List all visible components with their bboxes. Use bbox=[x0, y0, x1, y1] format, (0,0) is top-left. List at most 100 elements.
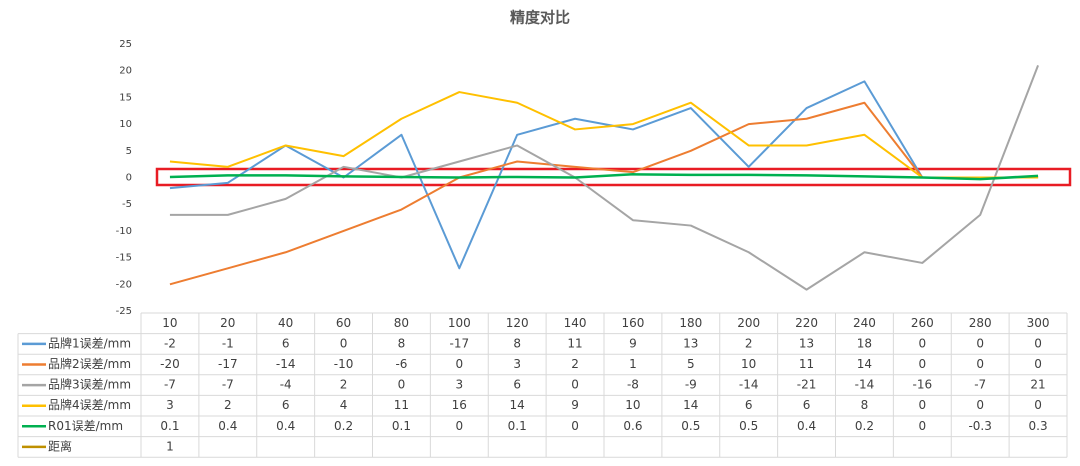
table-cell: -17 bbox=[218, 357, 238, 371]
table-cell: -7 bbox=[974, 378, 986, 392]
table-cell: 3 bbox=[513, 357, 521, 371]
table-cell: 8 bbox=[398, 336, 406, 350]
x-tick-label: 300 bbox=[1027, 316, 1050, 330]
x-tick-label: 200 bbox=[737, 316, 760, 330]
highlight-box bbox=[155, 167, 1072, 187]
table-cell: -14 bbox=[855, 378, 875, 392]
table-cell: 0.1 bbox=[392, 419, 411, 433]
table-cell: 0.5 bbox=[739, 419, 758, 433]
y-tick-label: -20 bbox=[116, 279, 132, 290]
table-cell: 0.2 bbox=[855, 419, 874, 433]
table-cell: -17 bbox=[450, 336, 470, 350]
table-cell: -7 bbox=[222, 378, 234, 392]
y-tick-label: -10 bbox=[116, 226, 132, 237]
table-cell: -0.3 bbox=[968, 419, 991, 433]
table-cell: 0.1 bbox=[508, 419, 527, 433]
table-cell: 10 bbox=[741, 357, 756, 371]
table-cell: 2 bbox=[571, 357, 579, 371]
table-cell: 0 bbox=[398, 378, 406, 392]
table-cell: 14 bbox=[510, 398, 525, 412]
legend-label: 品牌3误差/mm bbox=[48, 378, 131, 392]
table-cell: 6 bbox=[282, 336, 290, 350]
table-cell: 2 bbox=[745, 336, 753, 350]
y-tick-label: -25 bbox=[116, 306, 132, 317]
legend-label: 品牌2误差/mm bbox=[48, 357, 131, 371]
series-line bbox=[169, 101, 1039, 286]
y-tick-label: 5 bbox=[126, 146, 132, 157]
table-cell: 6 bbox=[803, 398, 811, 412]
x-tick-label: 260 bbox=[911, 316, 934, 330]
series-line bbox=[169, 91, 1039, 179]
table-cell: 13 bbox=[799, 336, 814, 350]
table-cell: 0 bbox=[976, 357, 984, 371]
table-cell: 11 bbox=[394, 398, 409, 412]
table-cell: 0 bbox=[918, 398, 926, 412]
x-tick-label: 100 bbox=[448, 316, 471, 330]
table-cell: -8 bbox=[627, 378, 639, 392]
table-cell: 6 bbox=[745, 398, 753, 412]
table-cell: 10 bbox=[625, 398, 640, 412]
table-cell: -6 bbox=[395, 357, 407, 371]
x-tick-label: 280 bbox=[969, 316, 992, 330]
table-cell: 0 bbox=[976, 398, 984, 412]
table-cell: 0.1 bbox=[160, 419, 179, 433]
table-cell: -21 bbox=[797, 378, 817, 392]
x-tick-label: 20 bbox=[220, 316, 235, 330]
table-cell: 16 bbox=[452, 398, 467, 412]
chart-title: 精度对比 bbox=[510, 9, 570, 27]
table-cell: -10 bbox=[334, 357, 354, 371]
table-cell: 2 bbox=[340, 378, 348, 392]
y-tick-label: 15 bbox=[119, 92, 132, 103]
table-cell: -4 bbox=[280, 378, 292, 392]
table-cell: 1 bbox=[629, 357, 637, 371]
series-line bbox=[169, 64, 1039, 291]
table-cell: 14 bbox=[683, 398, 698, 412]
y-tick-label: 25 bbox=[119, 39, 132, 50]
table-cell: 3 bbox=[455, 378, 463, 392]
table-cell: -14 bbox=[276, 357, 296, 371]
table-cell: 11 bbox=[799, 357, 814, 371]
table-cell: 0 bbox=[1034, 357, 1042, 371]
table-cell: 5 bbox=[687, 357, 695, 371]
table-cell: 0.4 bbox=[276, 419, 295, 433]
table-cell: 0 bbox=[1034, 398, 1042, 412]
y-tick-label: 20 bbox=[119, 66, 132, 77]
x-tick-label: 240 bbox=[853, 316, 876, 330]
table-cell: 0 bbox=[455, 419, 463, 433]
x-tick-label: 220 bbox=[795, 316, 818, 330]
series-line bbox=[169, 173, 1039, 181]
x-tick-label: 40 bbox=[278, 316, 293, 330]
y-tick-label: -15 bbox=[116, 253, 132, 264]
table-cell: 0.2 bbox=[334, 419, 353, 433]
x-tick-label: 180 bbox=[679, 316, 702, 330]
legend-label: R01误差/mm bbox=[48, 419, 123, 433]
table-cell: 0 bbox=[976, 336, 984, 350]
x-tick-label: 140 bbox=[564, 316, 587, 330]
table-cell: 0.6 bbox=[623, 419, 642, 433]
y-tick-label: 0 bbox=[126, 173, 132, 184]
table-cell: 8 bbox=[513, 336, 521, 350]
legend-label: 品牌4误差/mm bbox=[48, 398, 131, 412]
table-cell: 18 bbox=[857, 336, 872, 350]
y-tick-label: 10 bbox=[119, 119, 132, 130]
table-cell: 8 bbox=[861, 398, 869, 412]
table-cell: 9 bbox=[629, 336, 637, 350]
table-cell: 11 bbox=[567, 336, 582, 350]
table-cell: 0 bbox=[918, 419, 926, 433]
table-cell: -1 bbox=[222, 336, 234, 350]
x-tick-label: 10 bbox=[162, 316, 177, 330]
table-cell: -20 bbox=[160, 357, 180, 371]
table-cell: 0 bbox=[918, 357, 926, 371]
table-cell: -7 bbox=[164, 378, 176, 392]
table-cell: 0 bbox=[571, 378, 579, 392]
table-cell: 3 bbox=[166, 398, 174, 412]
table-cell: -16 bbox=[913, 378, 933, 392]
table-cell: 2 bbox=[224, 398, 232, 412]
table-cell: 6 bbox=[282, 398, 290, 412]
legend-label: 品牌1误差/mm bbox=[48, 336, 131, 350]
table-cell: 0 bbox=[455, 357, 463, 371]
table-cell: 0.3 bbox=[1029, 419, 1048, 433]
table-cell: 13 bbox=[683, 336, 698, 350]
table-cell: 0.5 bbox=[681, 419, 700, 433]
